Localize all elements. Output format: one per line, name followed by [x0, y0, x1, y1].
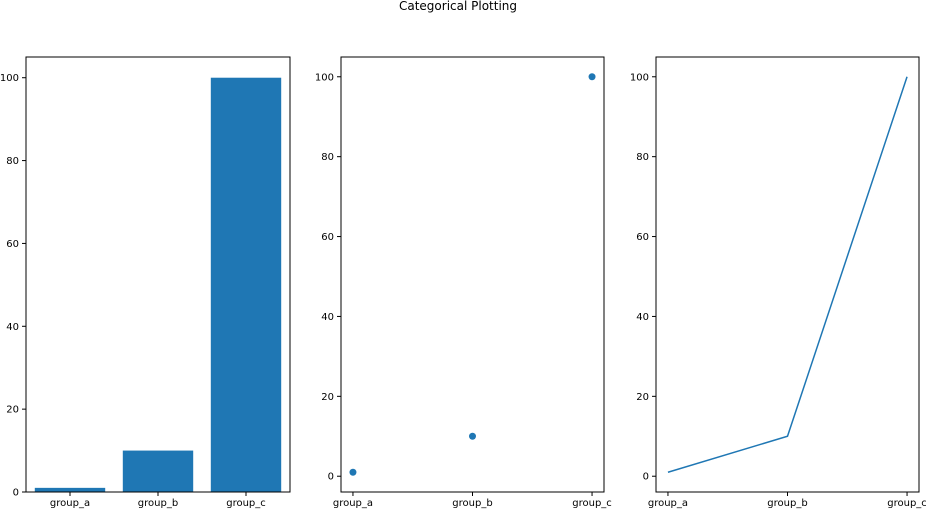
y-tick-label-40: 40	[321, 312, 334, 323]
axes-frame	[340, 56, 605, 493]
scatter-chart-panel: 0 20 40 60 80 100 group_a group_b group_c	[315, 56, 612, 509]
y-tick-label-60: 60	[321, 232, 334, 243]
figure-title: Categorical Plotting	[399, 0, 517, 13]
x-tick-label-group-c: group_c	[226, 498, 266, 509]
point-group-a	[349, 468, 357, 476]
y-tick-label-100: 100	[315, 72, 334, 83]
x-tick-label-group-a: group_a	[50, 498, 90, 509]
point-group-c	[588, 73, 596, 81]
x-tick-label-group-c: group_c	[572, 498, 612, 509]
line-chart-panel: 0 20 40 60 80 100 group_a group_b group_c	[630, 56, 926, 509]
y-tick-label-20: 20	[6, 405, 19, 416]
point-group-b	[469, 432, 476, 440]
x-tick-label-group-b: group_b	[138, 498, 178, 509]
x-tick-label-group-b: group_b	[452, 498, 492, 509]
axes-frame	[655, 56, 920, 493]
x-tick-label-group-c: group_c	[887, 498, 926, 509]
y-tick-label-0: 0	[643, 472, 649, 483]
y-tick-label-40: 40	[636, 312, 649, 323]
y-tick-label-80: 80	[6, 156, 19, 167]
bar-group-b	[122, 450, 194, 492]
y-tick-label-100: 100	[0, 73, 19, 84]
x-tick-label-group-b: group_b	[767, 498, 807, 509]
x-tick-label-group-a: group_a	[333, 498, 373, 509]
y-tick-label-80: 80	[636, 152, 649, 163]
bar-group-c	[210, 77, 282, 492]
y-tick-label-60: 60	[636, 232, 649, 243]
bar-chart-panel: 0 20 40 60 80 100 group_a group_b group_c	[0, 56, 291, 509]
y-tick-label-0: 0	[328, 472, 334, 483]
x-tick-label-group-a: group_a	[648, 498, 688, 509]
y-tick-label-20: 20	[321, 392, 334, 403]
y-tick-label-80: 80	[321, 152, 334, 163]
y-tick-label-100: 100	[630, 72, 649, 83]
series-line	[667, 76, 908, 473]
bar-group-a	[34, 487, 106, 492]
y-tick-label-0: 0	[13, 488, 19, 499]
y-tick-label-20: 20	[636, 392, 649, 403]
y-tick-label-40: 40	[6, 322, 19, 333]
y-tick-label-60: 60	[6, 239, 19, 250]
